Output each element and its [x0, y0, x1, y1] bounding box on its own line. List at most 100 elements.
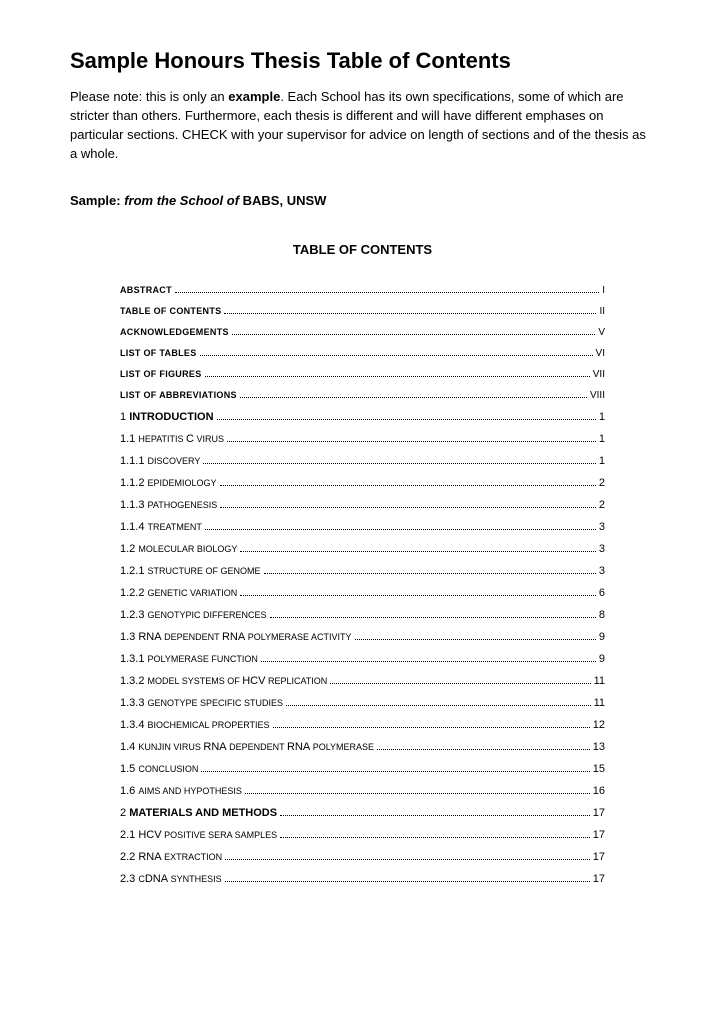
toc-page: 11 — [594, 697, 605, 709]
toc-label: ABSTRACT — [120, 285, 172, 296]
toc-page: 6 — [599, 587, 605, 599]
toc-row: 1.1.1 DISCOVERY 1 — [120, 455, 605, 467]
toc-page: 17 — [593, 851, 605, 863]
toc-dots — [377, 749, 590, 750]
toc-dots — [264, 573, 596, 574]
toc-label: 1.2 MOLECULAR BIOLOGY — [120, 543, 237, 555]
sample-prefix: Sample: — [70, 193, 124, 208]
toc-label: 1 INTRODUCTION — [120, 411, 214, 423]
toc-row: 1 INTRODUCTION 1 — [120, 411, 605, 423]
toc-label: 1.1.2 EPIDEMIOLOGY — [120, 477, 217, 489]
toc-row: 2 MATERIALS AND METHODS 17 — [120, 807, 605, 819]
toc-label: 2.2 RNA EXTRACTION — [120, 851, 222, 863]
toc-page: 3 — [599, 565, 605, 577]
toc-row: 1.1.3 PATHOGENESIS 2 — [120, 499, 605, 511]
intro-paragraph: Please note: this is only an example. Ea… — [70, 88, 655, 163]
toc-row: LIST OF ABBREVIATIONS VIII — [120, 390, 605, 401]
toc-dots — [232, 334, 596, 335]
toc-page: 16 — [593, 785, 605, 797]
toc-label: 1.2.1 STRUCTURE OF GENOME — [120, 565, 261, 577]
toc-page: 11 — [594, 675, 605, 687]
toc-label: 1.1 HEPATITIS C VIRUS — [120, 433, 224, 445]
toc-dots — [224, 313, 596, 314]
toc-row: LIST OF TABLES VI — [120, 348, 605, 359]
sample-suffix: BABS, UNSW — [239, 193, 326, 208]
toc-dots — [217, 419, 596, 420]
toc-label: 2.3 CDNA SYNTHESIS — [120, 873, 222, 885]
toc-page: 17 — [593, 873, 605, 885]
toc-row: TABLE OF CONTENTS II — [120, 306, 605, 317]
toc-label: TABLE OF CONTENTS — [120, 306, 221, 317]
toc-label: 1.5 CONCLUSION — [120, 763, 198, 775]
toc-page: 17 — [593, 807, 605, 819]
toc-row: 1.3.2 MODEL SYSTEMS OF HCV REPLICATION 1… — [120, 675, 605, 687]
toc-dots — [220, 485, 596, 486]
toc-dots — [175, 292, 599, 293]
toc-page: 12 — [593, 719, 605, 731]
toc-dots — [201, 771, 589, 772]
toc-page: 3 — [599, 543, 605, 555]
toc-row: 2.3 CDNA SYNTHESIS 17 — [120, 873, 605, 885]
toc-page: V — [598, 327, 605, 338]
toc-dots — [240, 595, 596, 596]
toc-row: 1.3.3 GENOTYPE SPECIFIC STUDIES 11 — [120, 697, 605, 709]
toc-row: LIST OF FIGURES VII — [120, 369, 605, 380]
toc-page: 17 — [593, 829, 605, 841]
toc-page: I — [602, 285, 605, 296]
toc-dots — [200, 355, 593, 356]
toc-row: 1.1.4 TREATMENT 3 — [120, 521, 605, 533]
toc-row: 1.5 CONCLUSION 15 — [120, 763, 605, 775]
toc-row: 2.1 HCV POSITIVE SERA SAMPLES 17 — [120, 829, 605, 841]
toc-row: ABSTRACT I — [120, 285, 605, 296]
toc-label: LIST OF ABBREVIATIONS — [120, 390, 237, 401]
toc-dots — [261, 661, 596, 662]
toc-dots — [205, 376, 590, 377]
toc-page: 8 — [599, 609, 605, 621]
toc-row: 1.2.2 GENETIC VARIATION 6 — [120, 587, 605, 599]
toc-dots — [270, 617, 596, 618]
toc-label: 1.3.2 MODEL SYSTEMS OF HCV REPLICATION — [120, 675, 327, 687]
toc-label: 1.3.1 POLYMERASE FUNCTION — [120, 653, 258, 665]
toc-label: 1.3 RNA DEPENDENT RNA POLYMERASE ACTIVIT… — [120, 631, 352, 643]
toc-dots — [286, 705, 591, 706]
toc-label: 1.2.2 GENETIC VARIATION — [120, 587, 237, 599]
toc-page: 1 — [599, 411, 605, 423]
toc-label: ACKNOWLEDGEMENTS — [120, 327, 229, 338]
toc-page: 3 — [599, 521, 605, 533]
toc-dots — [220, 507, 596, 508]
toc-page: 9 — [599, 653, 605, 665]
sample-line: Sample: from the School of BABS, UNSW — [70, 193, 655, 208]
toc-row: 1.4 KUNJIN VIRUS RNA DEPENDENT RNA POLYM… — [120, 741, 605, 753]
toc-page: 1 — [599, 433, 605, 445]
toc-dots — [280, 815, 590, 816]
toc-dots — [245, 793, 590, 794]
toc-row: 1.6 AIMS AND HYPOTHESIS 16 — [120, 785, 605, 797]
toc-row: ACKNOWLEDGEMENTS V — [120, 327, 605, 338]
toc-page: 2 — [599, 477, 605, 489]
toc-label: 1.3.3 GENOTYPE SPECIFIC STUDIES — [120, 697, 283, 709]
toc-label: 1.4 KUNJIN VIRUS RNA DEPENDENT RNA POLYM… — [120, 741, 374, 753]
toc-label: 2.1 HCV POSITIVE SERA SAMPLES — [120, 829, 277, 841]
toc-label: 1.1.1 DISCOVERY — [120, 455, 200, 467]
toc-page: 9 — [599, 631, 605, 643]
toc-row: 1.2 MOLECULAR BIOLOGY 3 — [120, 543, 605, 555]
toc-dots — [225, 859, 590, 860]
toc-page: VIII — [590, 390, 605, 401]
intro-text-bold: example — [228, 89, 280, 104]
toc-dots — [205, 529, 596, 530]
toc-label: 1.1.3 PATHOGENESIS — [120, 499, 217, 511]
toc-row: 1.3.4 BIOCHEMICAL PROPERTIES 12 — [120, 719, 605, 731]
toc-row: 1.1 HEPATITIS C VIRUS 1 — [120, 433, 605, 445]
toc-page: 13 — [593, 741, 605, 753]
toc-page: 1 — [599, 455, 605, 467]
toc-dots — [227, 441, 596, 442]
toc-label: 1.6 AIMS AND HYPOTHESIS — [120, 785, 242, 797]
toc-row: 1.3 RNA DEPENDENT RNA POLYMERASE ACTIVIT… — [120, 631, 605, 643]
intro-text-1: Please note: this is only an — [70, 89, 228, 104]
toc-page: 15 — [593, 763, 605, 775]
toc-dots — [203, 463, 595, 464]
toc-dots — [355, 639, 596, 640]
toc-title: TABLE OF CONTENTS — [70, 242, 655, 257]
toc-dots — [240, 397, 587, 398]
toc-page: VI — [596, 348, 605, 359]
